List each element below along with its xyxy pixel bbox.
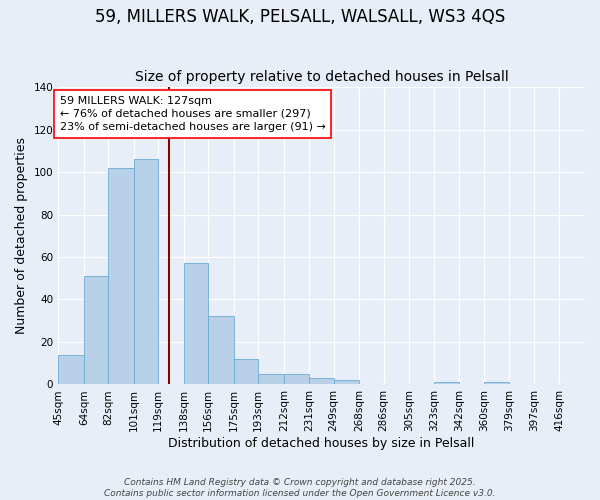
- Bar: [184, 264, 208, 384]
- Bar: [234, 359, 258, 384]
- X-axis label: Distribution of detached houses by size in Pelsall: Distribution of detached houses by size …: [169, 437, 475, 450]
- Title: Size of property relative to detached houses in Pelsall: Size of property relative to detached ho…: [135, 70, 508, 85]
- Text: 59 MILLERS WALK: 127sqm
← 76% of detached houses are smaller (297)
23% of semi-d: 59 MILLERS WALK: 127sqm ← 76% of detache…: [59, 96, 325, 132]
- Bar: [334, 380, 359, 384]
- Bar: [58, 354, 84, 384]
- Bar: [134, 160, 158, 384]
- Bar: [258, 374, 284, 384]
- Bar: [108, 168, 134, 384]
- Text: Contains HM Land Registry data © Crown copyright and database right 2025.
Contai: Contains HM Land Registry data © Crown c…: [104, 478, 496, 498]
- Bar: [484, 382, 509, 384]
- Bar: [284, 374, 310, 384]
- Bar: [208, 316, 234, 384]
- Bar: [434, 382, 460, 384]
- Y-axis label: Number of detached properties: Number of detached properties: [15, 138, 28, 334]
- Text: 59, MILLERS WALK, PELSALL, WALSALL, WS3 4QS: 59, MILLERS WALK, PELSALL, WALSALL, WS3 …: [95, 8, 505, 26]
- Bar: [310, 378, 334, 384]
- Bar: [84, 276, 108, 384]
